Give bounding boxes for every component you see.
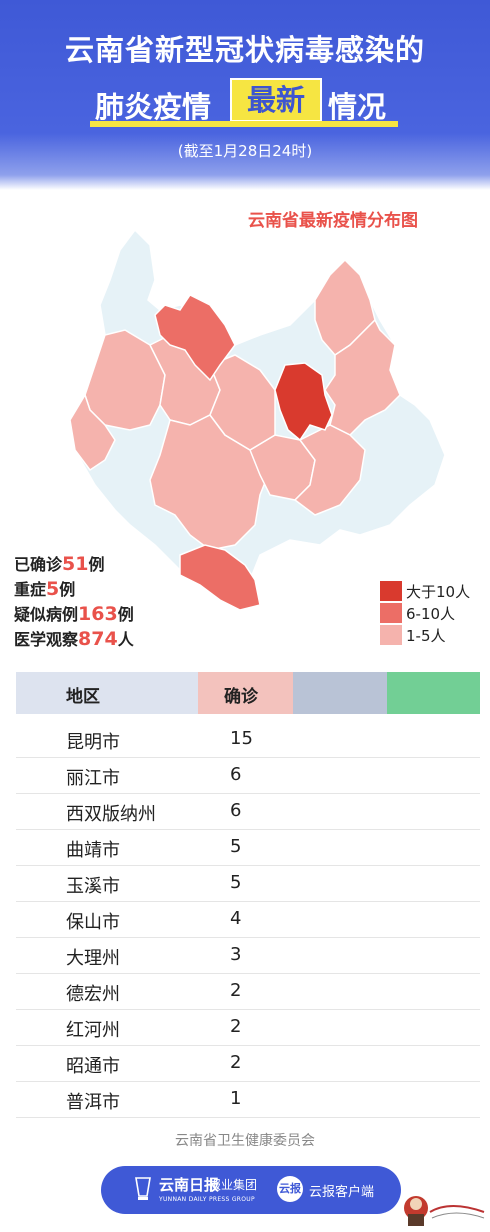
client-logo-icon: 云报	[277, 1176, 303, 1202]
footer-organization: 云南省卫生健康委员会	[175, 1133, 315, 1149]
map-region-lijiang	[154, 294, 236, 382]
map-region-chuxiong	[209, 354, 276, 451]
map-title: 云南省最新疫情分布图	[248, 211, 418, 231]
press-group-text: 报业集团	[209, 1178, 258, 1192]
table-row: 玉溪市 5	[16, 866, 480, 902]
table-row: 普洱市 1	[16, 1082, 480, 1118]
column-header-confirmed: 确诊	[198, 672, 293, 714]
press-logo-text: 云南日报	[159, 1176, 220, 1194]
legend-item-1to5: 1-5人	[380, 624, 470, 646]
title-highlight-text: 最新	[246, 83, 305, 117]
title-left-text: 肺炎疫情	[95, 90, 212, 124]
yunnan-map	[69, 228, 446, 611]
map-region-xishuangbanna	[179, 544, 261, 611]
map-region-honghe	[293, 424, 366, 516]
title-underline	[90, 121, 398, 127]
table-row: 丽江市 6	[16, 758, 480, 794]
press-group-logo-icon	[135, 1177, 151, 1200]
title-highlight-box: 最新	[230, 78, 322, 122]
table-row: 昆明市 15	[16, 722, 480, 758]
page-subtitle: (截至1月28日24时)	[177, 142, 313, 160]
stat-suspected: 疑似病例163例	[14, 603, 134, 625]
map-region-dehong	[69, 393, 116, 472]
column-header-empty-1	[293, 672, 387, 714]
footer-brand-bar[interactable]: 云南日报 报业集团 YUNNAN DAILY PRESS GROUP 云报 云报…	[101, 1166, 401, 1214]
table-body: 昆明市 15 丽江市 6 西双版纳州 6 曲靖市 5 玉溪市 5 保山市 4 大理州 3 德宏…	[16, 722, 480, 1118]
legend-item-6to10: 6-10人	[380, 602, 470, 624]
table-header: 地区 确诊	[16, 672, 480, 714]
title-right-text: 情况	[328, 90, 387, 124]
header-banner: 云南省新型冠状病毒感染的 肺炎疫情 最新 情况 (截至1月28日24时)	[0, 0, 490, 190]
legend-swatch	[380, 625, 402, 645]
stat-observation: 医学观察874人	[14, 628, 134, 650]
map-region-kunming	[274, 362, 333, 442]
stats-block: 已确诊51例 重症5例 疑似病例163例 医学观察874人	[14, 552, 134, 652]
watermark-logo-icon	[404, 1196, 485, 1226]
table-row: 曲靖市 5	[16, 830, 480, 866]
table-row: 德宏州 2	[16, 974, 480, 1010]
legend-swatch	[380, 581, 402, 601]
table-row: 昭通市 2	[16, 1046, 480, 1082]
legend-item-gt10: 大于10人	[380, 580, 470, 602]
column-header-region: 地区	[16, 672, 198, 714]
map-legend: 大于10人 6-10人 1-5人	[380, 580, 470, 646]
page-title-line2: 肺炎疫情 最新 情况	[0, 78, 490, 126]
column-header-empty-2	[387, 672, 480, 714]
table-row: 西双版纳州 6	[16, 794, 480, 830]
stat-confirmed: 已确诊51例	[14, 553, 105, 575]
stat-severe: 重症5例	[14, 578, 76, 600]
legend-swatch	[380, 603, 402, 623]
table-row: 保山市 4	[16, 902, 480, 938]
map-region-qujing	[324, 318, 401, 436]
press-english-text: YUNNAN DAILY PRESS GROUP	[159, 1196, 255, 1203]
table-row: 大理州 3	[16, 938, 480, 974]
table-row: 红河州 2	[16, 1010, 480, 1046]
page-title-line1: 云南省新型冠状病毒感染的	[64, 33, 425, 67]
client-app-text[interactable]: 云报客户端	[309, 1185, 375, 1200]
